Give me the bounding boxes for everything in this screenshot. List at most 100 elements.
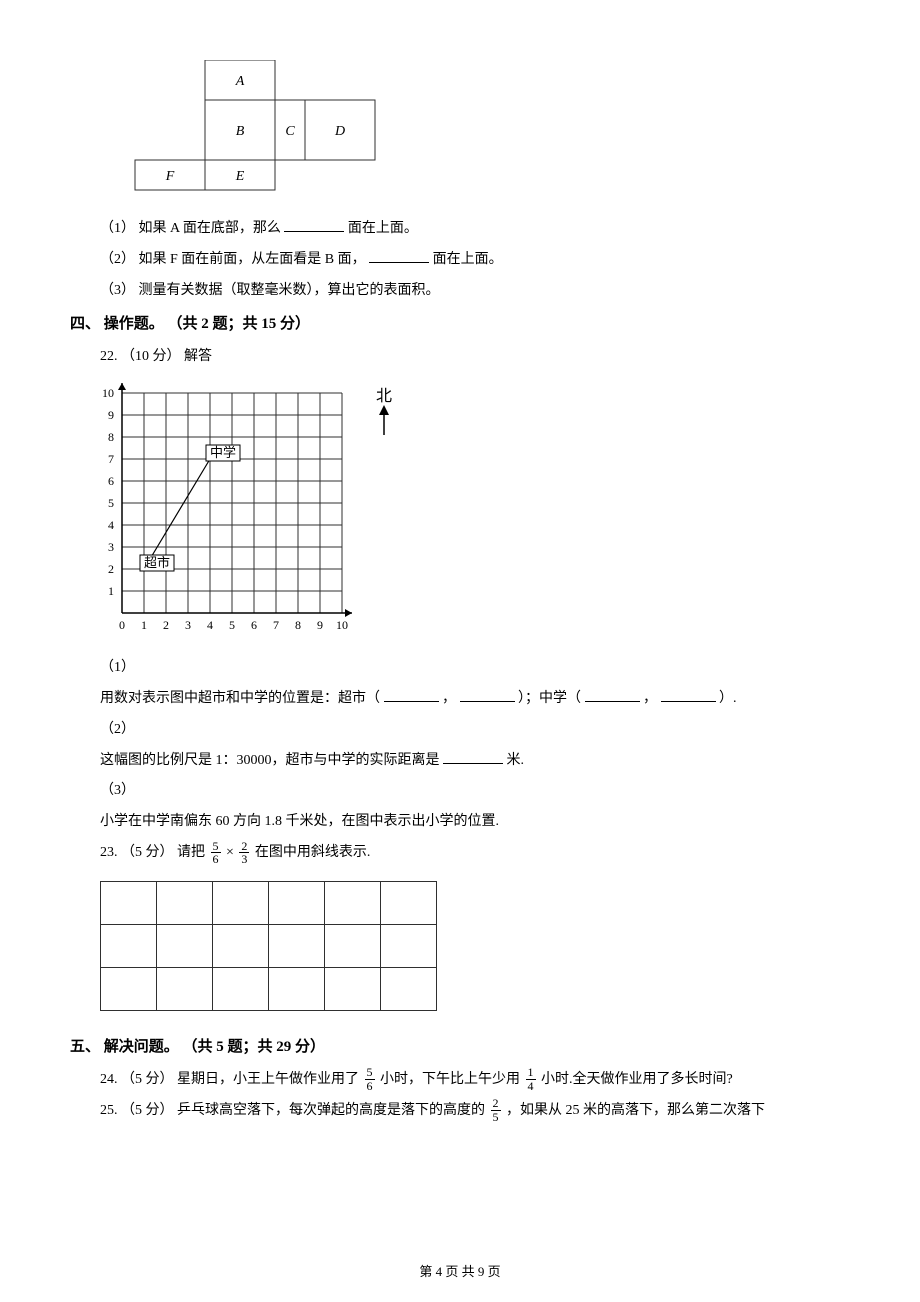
- svg-text:3: 3: [185, 618, 191, 632]
- denominator: 6: [365, 1080, 375, 1093]
- fraction-icon: 5 6: [211, 840, 221, 866]
- q21-part3-text: （3） 测量有关数据（取整毫米数），算出它的表面积。: [100, 283, 440, 298]
- svg-text:E: E: [235, 169, 245, 184]
- q21-part1-suffix: 面在上面。: [348, 221, 418, 236]
- q22-sub3-text: 小学在中学南偏东 60 方向 1.8 千米处，在图中表示出小学的位置.: [70, 807, 850, 838]
- q22-sub2-text: 这幅图的比例尺是 1：30000，超市与中学的实际距离是 米.: [70, 746, 850, 777]
- section-5-title: 五、 解决问题。 （共 5 题；共 29 分）: [70, 1029, 850, 1065]
- q23-table-wrap: [100, 881, 850, 1011]
- svg-text:0: 0: [119, 618, 125, 632]
- q22-chart-wrap: 01234567891012345678910超市中学北: [84, 383, 850, 643]
- grid-cell: [381, 924, 437, 967]
- grid-cell: [269, 881, 325, 924]
- grid-cell: [381, 967, 437, 1010]
- svg-text:8: 8: [295, 618, 301, 632]
- blank-field: [661, 687, 716, 702]
- svg-text:北: 北: [376, 387, 392, 405]
- numerator: 2: [491, 1097, 501, 1111]
- svg-text:9: 9: [108, 408, 114, 422]
- svg-text:8: 8: [108, 430, 114, 444]
- q25-b: ，如果从 25 米的高落下，那么第二次落下: [506, 1103, 765, 1118]
- q24-line: 24. （5 分） 星期日，小王上午做作业用了 5 6 小时，下午比上午少用 1…: [70, 1065, 850, 1096]
- svg-text:10: 10: [102, 386, 114, 400]
- grid-cell: [101, 924, 157, 967]
- exam-page: A B C D E F （1） 如果 A 面在底部，那么 面在上面。 （2） 如果 F 面…: [0, 0, 920, 1302]
- svg-text:D: D: [334, 124, 345, 139]
- grid-chart-svg: 01234567891012345678910超市中学北: [84, 383, 424, 643]
- grid-cell: [213, 967, 269, 1010]
- q21-part1: （1） 如果 A 面在底部，那么 面在上面。: [70, 214, 850, 245]
- blank-field: [284, 217, 344, 232]
- svg-text:1: 1: [141, 618, 147, 632]
- q24-c: 小时.全天做作业用了多长时间?: [541, 1072, 733, 1087]
- grid-cell: [157, 924, 213, 967]
- svg-text:C: C: [285, 124, 295, 139]
- grid-cell: [269, 924, 325, 967]
- blank-field: [369, 248, 429, 263]
- q21-part1-prefix: （1） 如果 A 面在底部，那么: [100, 221, 281, 236]
- grid-cell: [101, 881, 157, 924]
- blank-field: [443, 749, 503, 764]
- grid-cell: [381, 881, 437, 924]
- svg-text:B: B: [236, 124, 245, 139]
- numerator: 2: [239, 840, 249, 854]
- grid-cell: [325, 967, 381, 1010]
- q22-sub1-b: ，: [442, 691, 456, 706]
- grid-cell: [213, 924, 269, 967]
- svg-text:6: 6: [251, 618, 257, 632]
- grid-cell: [157, 881, 213, 924]
- q22-sub3-num: （3）: [70, 776, 850, 807]
- q22-head: 22. （10 分） 解答: [70, 342, 850, 373]
- denominator: 3: [239, 853, 249, 866]
- svg-text:F: F: [165, 169, 175, 184]
- q23-grid-table: [100, 881, 437, 1011]
- svg-text:4: 4: [108, 518, 114, 532]
- q22-sub1-e: ）.: [719, 691, 737, 706]
- q22-sub2-a: 这幅图的比例尺是 1：30000，超市与中学的实际距离是: [100, 753, 440, 768]
- svg-text:5: 5: [229, 618, 235, 632]
- page-footer: 第 4 页 共 9 页: [0, 1261, 920, 1280]
- grid-cell: [325, 881, 381, 924]
- q22-sub2-b: 米.: [507, 753, 525, 768]
- q22-sub1-a: 用数对表示图中超市和中学的位置是：超市（: [100, 691, 380, 706]
- numerator: 5: [365, 1066, 375, 1080]
- q25-line: 25. （5 分） 乒乓球高空落下，每次弹起的高度是落下的高度的 2 5 ，如果…: [70, 1096, 850, 1127]
- svg-text:7: 7: [273, 618, 279, 632]
- q22-sub1-text: 用数对表示图中超市和中学的位置是：超市（ ， ）；中学（ ， ）.: [70, 684, 850, 715]
- q25-a: 25. （5 分） 乒乓球高空落下，每次弹起的高度是落下的高度的: [100, 1103, 489, 1118]
- grid-cell: [101, 967, 157, 1010]
- q23-times: ×: [226, 845, 237, 860]
- q22-sub1-num: （1）: [70, 653, 850, 684]
- svg-text:A: A: [235, 74, 245, 89]
- svg-text:2: 2: [108, 562, 114, 576]
- svg-text:9: 9: [317, 618, 323, 632]
- q24-a: 24. （5 分） 星期日，小王上午做作业用了: [100, 1072, 363, 1087]
- q21-part3: （3） 测量有关数据（取整毫米数），算出它的表面积。: [70, 276, 850, 307]
- grid-cell: [269, 967, 325, 1010]
- q21-part2-suffix: 面在上面。: [433, 252, 503, 267]
- svg-text:3: 3: [108, 540, 114, 554]
- grid-cell: [213, 881, 269, 924]
- q21-part2-prefix: （2） 如果 F 面在前面，从左面看是 B 面，: [100, 252, 366, 267]
- grid-cell: [157, 967, 213, 1010]
- fraction-icon: 2 3: [239, 840, 249, 866]
- blank-field: [384, 687, 439, 702]
- denominator: 4: [526, 1080, 536, 1093]
- svg-text:7: 7: [108, 452, 114, 466]
- svg-text:4: 4: [207, 618, 213, 632]
- cube-net-figure: A B C D E F: [120, 60, 850, 200]
- fraction-icon: 2 5: [491, 1097, 501, 1123]
- q22-sub1-d: ，: [643, 691, 657, 706]
- section-4-title: 四、 操作题。 （共 2 题；共 15 分）: [70, 306, 850, 342]
- svg-text:6: 6: [108, 474, 114, 488]
- svg-text:10: 10: [336, 618, 348, 632]
- q22-sub2-num: （2）: [70, 715, 850, 746]
- svg-text:中学: 中学: [210, 445, 236, 460]
- denominator: 6: [211, 853, 221, 866]
- q23-prefix: 23. （5 分） 请把: [100, 845, 209, 860]
- svg-text:超市: 超市: [144, 555, 170, 570]
- grid-cell: [325, 924, 381, 967]
- blank-field: [585, 687, 640, 702]
- q24-b: 小时，下午比上午少用: [380, 1072, 524, 1087]
- q23-suffix: 在图中用斜线表示.: [255, 845, 371, 860]
